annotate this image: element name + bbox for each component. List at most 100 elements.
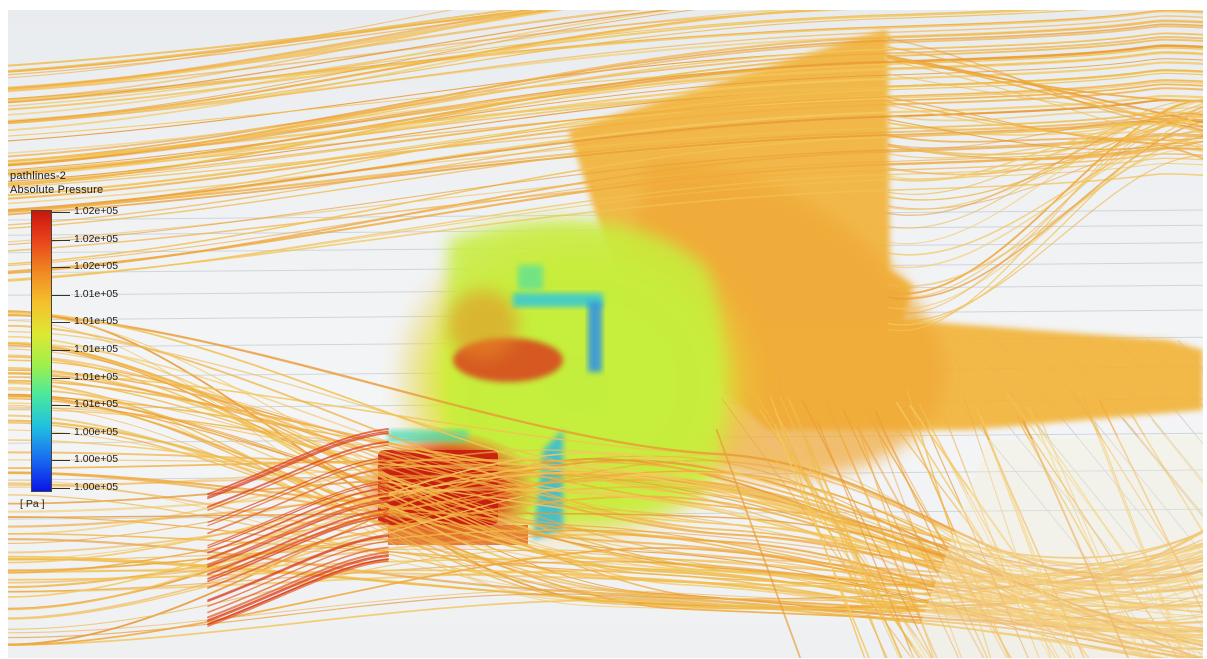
- pathline: [207, 493, 389, 561]
- pathline: [824, 399, 938, 658]
- pathline: [8, 10, 828, 124]
- pathline: [8, 10, 549, 101]
- pathline: [8, 10, 671, 103]
- pathline: [909, 404, 1090, 658]
- pathline: [8, 72, 1203, 213]
- pathline: [887, 139, 1203, 269]
- pathline: [8, 599, 1203, 646]
- legend-tick-label: 1.02e+05: [74, 205, 119, 217]
- pathline: [207, 432, 389, 500]
- pathlines-scene: [8, 10, 1203, 658]
- pathline: [8, 10, 1056, 111]
- pathline: [8, 348, 1202, 658]
- pathline: [8, 52, 1203, 154]
- pathline: [924, 422, 1029, 658]
- pathline: [1016, 414, 1179, 658]
- pathline: [8, 47, 1203, 137]
- pathline: [8, 32, 1203, 165]
- legend-tick: [52, 488, 70, 489]
- pathline: [887, 100, 1203, 229]
- pathline: [963, 396, 1052, 658]
- pathline: [8, 404, 1203, 603]
- pathline: [8, 15, 1203, 125]
- legend-tick: [52, 239, 70, 241]
- pathline: [895, 401, 1057, 658]
- pathline: [724, 390, 924, 658]
- pathline: [8, 459, 1203, 559]
- pathline: [8, 19, 1203, 167]
- pathline: [8, 10, 535, 73]
- legend-tick: [52, 322, 70, 324]
- legend-tick: [52, 377, 70, 379]
- pathline: [8, 81, 1203, 196]
- pathline: [207, 430, 389, 498]
- pathline: [207, 479, 389, 547]
- pathline: [887, 140, 1203, 161]
- pathline: [874, 410, 989, 658]
- pathline: [927, 421, 1060, 658]
- pathline: [8, 132, 1203, 246]
- pathline: [8, 10, 789, 107]
- pathline: [1151, 419, 1203, 485]
- pathline: [875, 417, 1008, 658]
- pathline: [8, 10, 851, 93]
- pathline: [8, 79, 1203, 185]
- pathline: [887, 148, 1203, 310]
- pathline: [887, 109, 1203, 156]
- pathline: [206, 551, 390, 619]
- pathline: [8, 69, 1203, 173]
- cfd-viewport[interactable]: pathlines-2 Absolute Pressure 1.02e+05 1.…: [8, 10, 1203, 658]
- pathline: [715, 428, 802, 658]
- pathline: [8, 406, 1203, 567]
- pathline: [8, 10, 696, 122]
- pathline: [8, 393, 1202, 658]
- pathline: [8, 10, 516, 72]
- pathline: [8, 10, 566, 92]
- pathline: [8, 557, 1168, 658]
- pathline: [8, 474, 1193, 658]
- pathline: [887, 100, 1203, 332]
- pathline: [207, 535, 389, 603]
- pathline: [8, 512, 1203, 648]
- pathline: [8, 10, 555, 91]
- pathline: [1082, 396, 1185, 658]
- pathline: [887, 123, 1203, 182]
- pathline: [207, 482, 389, 549]
- pathline: [207, 500, 389, 568]
- pathline: [8, 157, 1203, 282]
- pathline: [887, 46, 1203, 131]
- legend-tick-label: 1.00e+05: [74, 453, 119, 466]
- pathline: [207, 558, 389, 626]
- pathline: [8, 471, 1203, 631]
- pathline: [206, 554, 390, 623]
- legend-tick-label: 1.00e+05: [74, 425, 119, 438]
- pathline: [887, 134, 1203, 211]
- pathline: [982, 426, 1085, 658]
- pathline: [8, 10, 536, 90]
- pathline: [207, 560, 389, 627]
- pathline: [8, 61, 1203, 177]
- pathline: [1028, 406, 1141, 658]
- pathline: [769, 395, 866, 658]
- pathline: [8, 10, 559, 67]
- legend-tick: [52, 267, 70, 269]
- pathline: [774, 424, 870, 658]
- legend-tick-label: 1.02e+05: [74, 232, 119, 245]
- legend-unit: [ Pa ]: [20, 498, 45, 510]
- pathline: [787, 396, 903, 658]
- pathline: [755, 394, 921, 658]
- pathline: [1128, 409, 1203, 534]
- pathline: [207, 515, 389, 583]
- pathline: [887, 57, 1203, 102]
- pathline: [774, 409, 888, 658]
- pathline: [887, 133, 1203, 288]
- pathline: [887, 120, 1203, 149]
- legend-tick: [52, 405, 70, 407]
- pathline: [842, 409, 960, 658]
- pathline: [1034, 405, 1143, 658]
- pathline: [887, 114, 1203, 326]
- pathline: [8, 10, 561, 76]
- pathline: [8, 344, 1203, 626]
- pathline: [887, 120, 1203, 300]
- pathline: [206, 508, 390, 576]
